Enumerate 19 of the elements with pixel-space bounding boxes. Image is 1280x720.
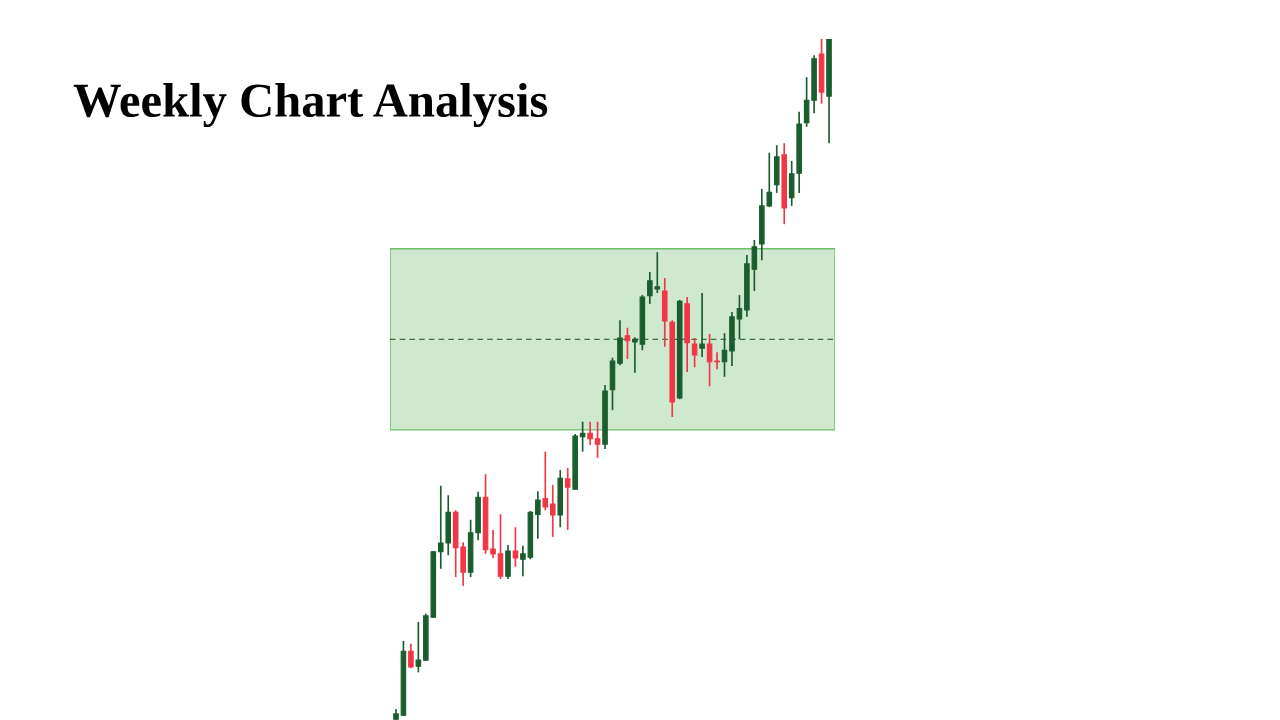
candlestick <box>497 513 504 580</box>
candlestick <box>706 333 713 388</box>
candlestick <box>624 326 631 360</box>
candlestick <box>691 337 698 369</box>
candlestick <box>512 526 519 568</box>
candlestick <box>542 450 549 512</box>
candlestick <box>549 484 556 538</box>
candlestick <box>736 294 743 341</box>
candlestick <box>490 529 496 559</box>
candlestick <box>415 621 422 674</box>
candlestick <box>594 420 601 459</box>
candlestick <box>535 490 541 540</box>
candlestick <box>699 292 705 358</box>
candlestick <box>408 642 414 670</box>
text: Weekly Chart Analysis <box>73 82 548 128</box>
candlestick <box>714 351 720 371</box>
candlestick <box>579 420 586 453</box>
candlestick <box>564 467 571 531</box>
candlestick <box>587 420 593 446</box>
